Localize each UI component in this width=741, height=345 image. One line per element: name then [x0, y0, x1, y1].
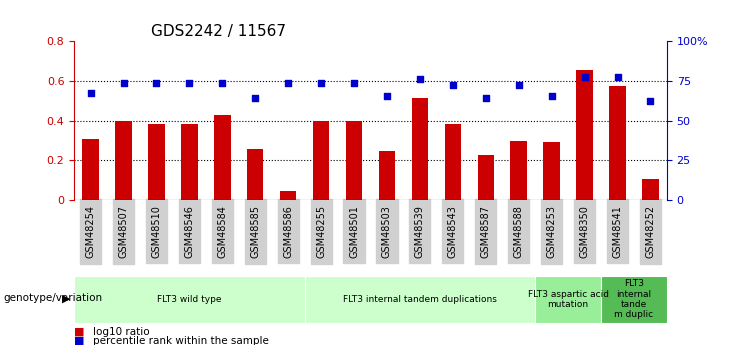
- Text: FLT3 internal tandem duplications: FLT3 internal tandem duplications: [343, 295, 496, 304]
- Point: [579, 74, 591, 80]
- Bar: [247, 148, 264, 200]
- Point: [414, 77, 426, 82]
- Point: [249, 95, 261, 100]
- Point: [282, 81, 294, 86]
- Text: ■: ■: [74, 327, 84, 337]
- Bar: [313, 121, 329, 200]
- Bar: [642, 179, 659, 200]
- Bar: [609, 86, 625, 200]
- Point: [216, 81, 228, 86]
- Bar: [477, 156, 494, 200]
- Point: [513, 82, 525, 88]
- Text: GDS2242 / 11567: GDS2242 / 11567: [151, 24, 286, 39]
- Point: [84, 90, 96, 96]
- Point: [611, 74, 623, 80]
- Bar: [379, 151, 395, 200]
- Text: FLT3 wild type: FLT3 wild type: [157, 295, 222, 304]
- Bar: [82, 139, 99, 200]
- Text: ■: ■: [74, 336, 84, 345]
- Text: ▶: ▶: [62, 294, 70, 303]
- Point: [315, 81, 327, 86]
- Bar: [346, 121, 362, 200]
- Point: [348, 81, 360, 86]
- Text: log10 ratio: log10 ratio: [93, 327, 149, 337]
- Bar: [148, 124, 165, 200]
- Bar: [445, 124, 461, 200]
- Bar: [511, 141, 527, 200]
- Point: [545, 93, 557, 99]
- Bar: [576, 70, 593, 200]
- Text: genotype/variation: genotype/variation: [4, 294, 103, 303]
- Bar: [280, 191, 296, 200]
- Point: [381, 93, 393, 99]
- Bar: [116, 121, 132, 200]
- Bar: [214, 115, 230, 200]
- Point: [118, 81, 130, 86]
- Point: [184, 81, 196, 86]
- Point: [645, 98, 657, 104]
- Point: [480, 95, 492, 100]
- Bar: [181, 124, 198, 200]
- Bar: [543, 141, 560, 200]
- Point: [447, 82, 459, 88]
- Text: FLT3
internal
tande
m duplic: FLT3 internal tande m duplic: [614, 279, 654, 319]
- Text: percentile rank within the sample: percentile rank within the sample: [93, 336, 268, 345]
- Bar: [412, 98, 428, 200]
- Text: FLT3 aspartic acid
mutation: FLT3 aspartic acid mutation: [528, 289, 608, 309]
- Point: [150, 81, 162, 86]
